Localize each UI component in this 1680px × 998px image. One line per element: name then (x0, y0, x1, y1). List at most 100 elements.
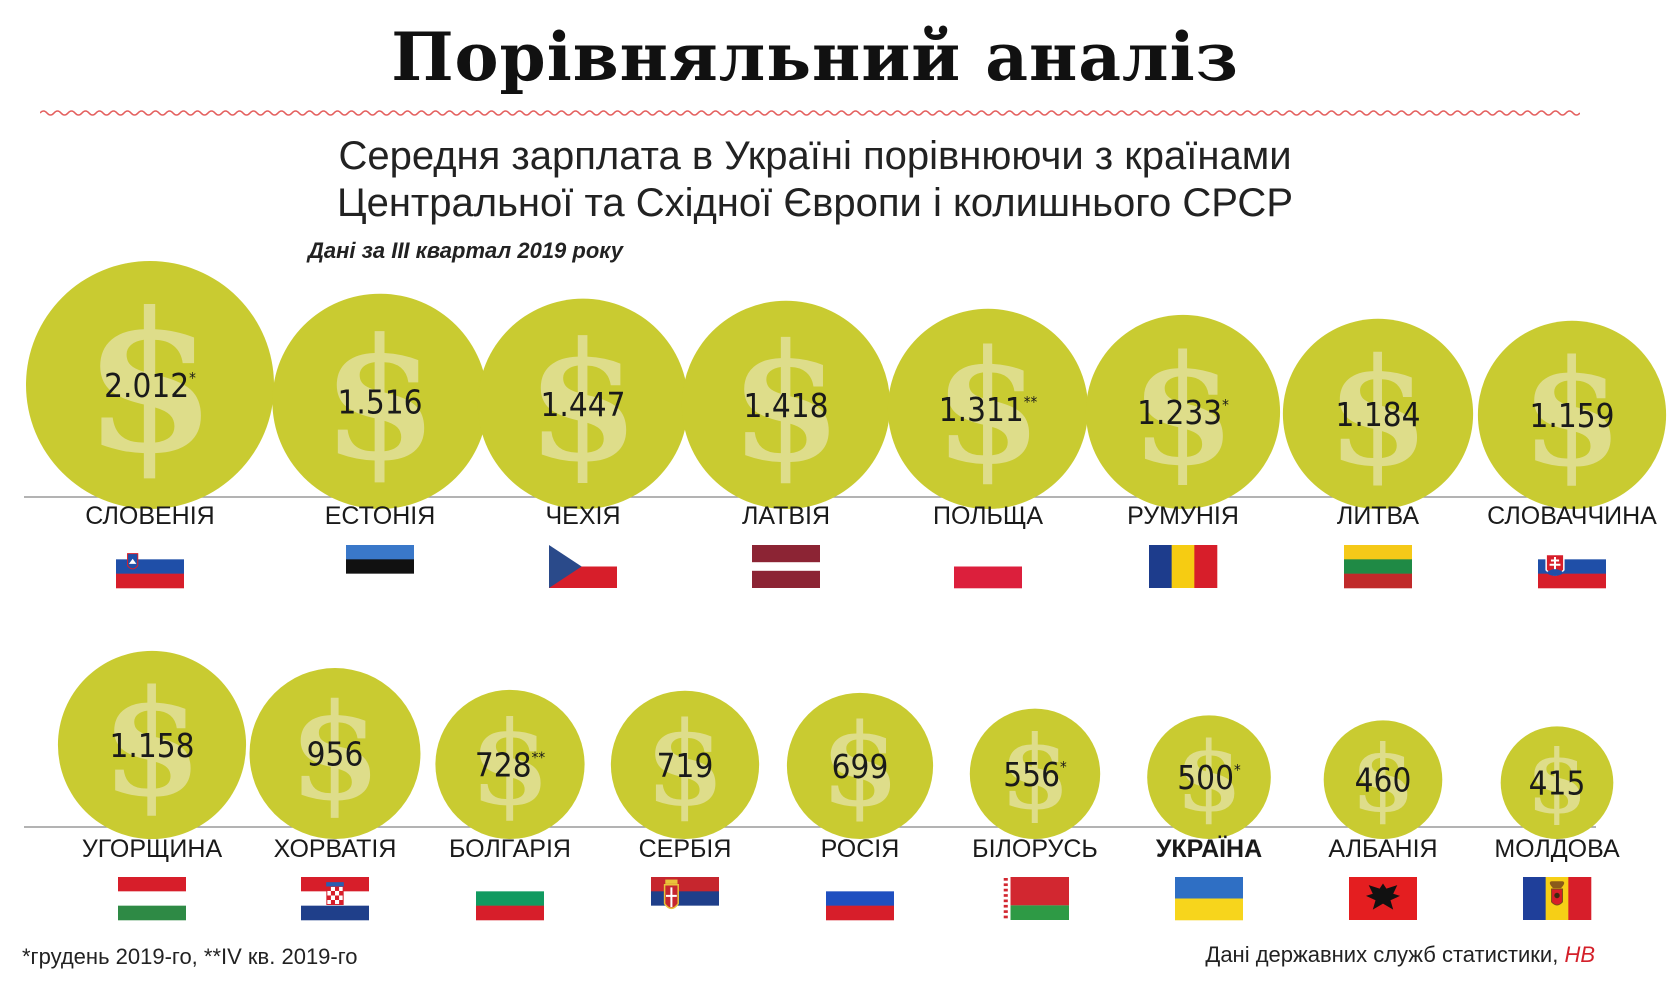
value-footnote-mark: ** (532, 748, 546, 766)
country-label: СЕРБІЯ (639, 835, 732, 863)
value-label: 460 (1355, 761, 1412, 800)
value-label: 1.159 (1530, 396, 1615, 435)
country-label: ЕСТОНІЯ (325, 502, 436, 530)
country-15: $500* УКРАЇНА (1147, 715, 1271, 921)
dollar-icon: $ (821, 698, 900, 831)
country-label: СЛОВАЧЧИНА (1487, 502, 1657, 530)
dollar-icon: $ (934, 316, 1042, 499)
dollar-icon: $ (1351, 725, 1415, 833)
value-number: 500 (1177, 758, 1234, 797)
country-label: ЛАТВІЯ (742, 502, 830, 530)
country-label: ПОЛЬЩА (933, 502, 1043, 530)
value-footnote-mark: * (189, 369, 196, 387)
country-7: $1.184 ЛИТВА (1282, 318, 1474, 589)
country-9: $1.158 УГОРЩИНА (57, 650, 247, 921)
footnote: *грудень 2019-го, **IV кв. 2019-го (22, 944, 358, 969)
dollar-icon: $ (289, 676, 381, 831)
value-footnote-mark: * (1060, 758, 1067, 776)
flag-icon (1001, 877, 1069, 920)
country-label: АЛБАНІЯ (1328, 835, 1437, 863)
salary-coin (477, 298, 689, 509)
value-number: 1.158 (110, 726, 195, 765)
country-14: $556* БІЛОРУСЬ (969, 708, 1101, 920)
salary-coin (1147, 715, 1271, 839)
data-period-note: Дані за III квартал 2019 року (308, 238, 623, 263)
dollar-icon: $ (1176, 720, 1243, 833)
flag-icon (1523, 877, 1592, 920)
subtitle-line-1: Середня зарплата в Україні порівнюючи з … (338, 134, 1292, 178)
dollar-icon: $ (470, 696, 550, 832)
flag-icon (116, 545, 184, 589)
country-label: ХОРВАТІЯ (274, 835, 397, 863)
value-number: 460 (1355, 761, 1412, 800)
value-number: 1.233 (1137, 393, 1222, 432)
value-label: 956 (307, 735, 364, 774)
value-number: 1.184 (1336, 395, 1421, 434)
country-10: $956 ХОРВАТІЯ (249, 668, 421, 921)
value-label: 500* (1177, 758, 1241, 797)
country-label: СЛОВЕНІЯ (85, 502, 214, 530)
chart-subtitle: Середня зарплата в Україні порівнюючи з … (0, 133, 1630, 227)
value-footnote-mark: ** (1024, 393, 1038, 411)
value-number: 956 (307, 735, 364, 774)
value-number: 699 (832, 747, 889, 786)
salary-coin (1085, 314, 1281, 509)
country-6: $1.233* РУМУНІЯ (1085, 314, 1281, 588)
flag-icon (301, 877, 369, 921)
value-number: 415 (1529, 764, 1586, 803)
value-label: 728** (475, 745, 545, 784)
salary-coin (1477, 320, 1667, 509)
country-label: РОСІЯ (821, 835, 900, 863)
flag-icon (476, 877, 544, 921)
flag-icon (651, 877, 719, 921)
flag-icon (1538, 545, 1606, 589)
dollar-icon: $ (1327, 326, 1430, 499)
country-label: УГОРЩИНА (82, 835, 223, 863)
value-label: 1.184 (1336, 395, 1421, 434)
country-4: $1.418 ЛАТВІЯ (681, 300, 891, 588)
country-label: РУМУНІЯ (1127, 502, 1239, 530)
salary-coin (1500, 726, 1614, 839)
source-text: Дані державних служб статистики, (1205, 942, 1559, 967)
source-note: Дані державних служб статистики, НВ (1205, 942, 1595, 968)
country-1: $2.012* СЛОВЕНІЯ (26, 261, 274, 589)
value-label: 1.311** (939, 390, 1038, 429)
flag-icon (1149, 545, 1218, 588)
value-label: 556* (1003, 755, 1067, 794)
salary-coin (887, 308, 1089, 509)
salary-coin (57, 650, 247, 840)
country-8: $1.159 СЛОВАЧЧИНА (1477, 320, 1667, 589)
country-17: $415 МОЛДОВА (1494, 726, 1620, 920)
value-number: 1.447 (541, 385, 626, 424)
subtitle-line-2: Центральної та Східної Європи і колишньо… (336, 181, 1293, 225)
country-13: $699 РОСІЯ (786, 692, 934, 921)
salary-coin (681, 300, 891, 509)
flag-icon (752, 545, 820, 588)
source-brand: НВ (1564, 942, 1595, 967)
dollar-icon: $ (322, 302, 438, 498)
decorative-wave-divider (40, 110, 1580, 116)
country-label: УКРАЇНА (1156, 835, 1262, 863)
country-16: $460 АЛБАНІЯ (1323, 720, 1443, 920)
value-number: 1.159 (1530, 396, 1615, 435)
salary-coin (435, 689, 585, 839)
dollar-icon: $ (730, 309, 842, 499)
value-number: 1.516 (338, 382, 423, 421)
value-number: 728 (475, 745, 532, 784)
country-2: $1.516 ЕСТОНІЯ (272, 293, 488, 589)
country-label: ЧЕХІЯ (545, 502, 620, 530)
value-footnote-mark: * (1234, 761, 1241, 779)
flag-icon (118, 877, 186, 921)
country-12: $719 СЕРБІЯ (610, 690, 760, 921)
value-number: 2.012 (104, 366, 189, 405)
country-3: $1.447 ЧЕХІЯ (477, 298, 689, 588)
country-5: $1.311** ПОЛЬЩА (887, 308, 1089, 589)
country-label: БОЛГАРІЯ (449, 835, 571, 863)
country-label: ЛИТВА (1337, 502, 1419, 530)
flag-icon (954, 545, 1022, 589)
flag-icon (1349, 877, 1417, 920)
value-number: 1.418 (744, 386, 829, 425)
value-label: 1.418 (744, 386, 829, 425)
value-label: 1.516 (338, 382, 423, 421)
